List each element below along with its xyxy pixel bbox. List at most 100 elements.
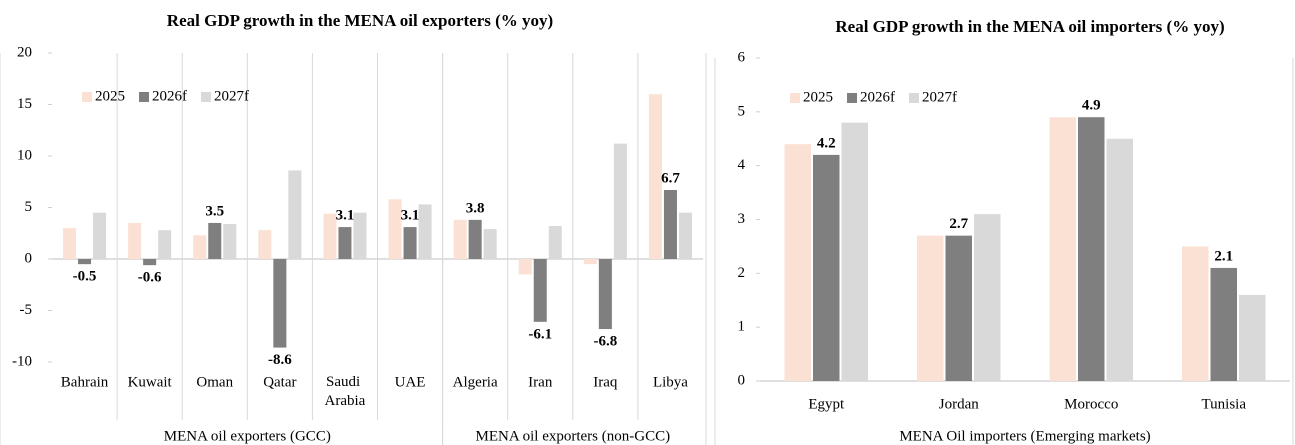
bar: [403, 227, 417, 259]
legend-swatch: [847, 93, 857, 103]
bar: [1182, 246, 1209, 381]
legend-label: 2026f: [152, 88, 187, 104]
y-tick-label: -10: [12, 353, 32, 369]
bar: [93, 212, 107, 259]
y-tick-label: 1: [738, 319, 746, 335]
bar: [288, 170, 302, 259]
legend-label: 2025: [95, 88, 125, 104]
x-tick-label: Jordan: [939, 396, 979, 412]
bar: [338, 227, 352, 259]
bar: [974, 214, 1001, 381]
bar: [1210, 267, 1237, 381]
bar: [193, 235, 207, 259]
x-tick-label: Oman: [196, 374, 233, 390]
bar: [323, 213, 337, 259]
x-tick-label: UAE: [395, 374, 426, 390]
bar: [453, 219, 467, 259]
y-tick-label: 3: [738, 211, 746, 227]
x-tick-label: Iran: [528, 374, 553, 390]
bar: [258, 230, 272, 259]
bar: [598, 259, 612, 330]
bar: [128, 222, 142, 259]
bar: [533, 259, 547, 322]
y-tick-label: 0: [25, 250, 33, 266]
bar: [1239, 294, 1266, 381]
data-label: 2.1: [1214, 248, 1233, 264]
legend-label: 2026f: [860, 89, 895, 105]
bar: [388, 199, 402, 259]
bar: [208, 222, 222, 259]
bar: [483, 229, 497, 259]
bar: [1078, 117, 1105, 381]
x-tick-label: Iraq: [593, 374, 618, 390]
data-label: 3.8: [466, 200, 485, 216]
bar: [78, 259, 92, 265]
bar: [648, 94, 662, 259]
bar: [945, 235, 972, 381]
y-tick-label: 5: [25, 199, 33, 215]
bar: [468, 219, 482, 259]
x-tick-label: Libya: [653, 374, 688, 390]
data-label: -8.6: [268, 352, 292, 368]
data-label: -0.5: [73, 269, 97, 285]
data-label: -6.8: [593, 333, 617, 349]
data-label: 4.9: [1082, 98, 1101, 114]
data-label: 2.7: [949, 216, 968, 232]
y-tick-label: 20: [17, 44, 32, 60]
y-tick-label: 6: [738, 49, 746, 65]
legend-swatch: [201, 92, 211, 102]
bar: [143, 259, 157, 266]
chart-title: Real GDP growth in the MENA oil importer…: [835, 17, 1224, 36]
group-label: MENA oil exporters (GCC): [164, 428, 331, 444]
legend-swatch: [790, 93, 800, 103]
y-tick-label: 2: [738, 265, 746, 281]
data-label: 6.7: [661, 170, 680, 186]
data-label: -6.1: [528, 326, 552, 342]
bar: [518, 259, 532, 275]
data-label: 3.5: [205, 203, 224, 219]
bar: [613, 143, 627, 259]
bar: [583, 259, 597, 265]
y-tick-label: 0: [738, 372, 746, 388]
x-tick-label: Kuwait: [128, 374, 173, 390]
x-tick-label: Qatar: [263, 374, 296, 390]
y-tick-label: 10: [17, 147, 32, 163]
bar: [1049, 117, 1076, 381]
y-tick-label: 15: [17, 96, 32, 112]
data-label: 3.1: [336, 208, 355, 224]
bar: [1106, 138, 1133, 381]
legend-label: 2027f: [214, 88, 249, 104]
bar: [841, 122, 868, 381]
bar: [273, 259, 287, 348]
y-tick-label: -5: [20, 302, 33, 318]
bar: [548, 226, 562, 259]
legend-swatch: [139, 92, 149, 102]
legend-label: 2027f: [922, 89, 957, 105]
legend-swatch: [909, 93, 919, 103]
x-tick-label: Algeria: [453, 374, 498, 390]
bar: [158, 230, 172, 259]
data-label: 4.2: [817, 135, 836, 151]
bar: [784, 144, 811, 381]
bar: [813, 154, 840, 381]
legend-swatch: [82, 92, 92, 102]
legend-label: 2025: [803, 89, 833, 105]
x-tick-label: Saudi Arabia: [325, 374, 366, 409]
bar: [663, 189, 677, 259]
group-label: MENA oil exporters (non-GCC): [476, 428, 671, 444]
chart-title: Real GDP growth in the MENA oil exporter…: [167, 11, 553, 30]
bar: [678, 212, 692, 259]
bar: [223, 223, 237, 259]
bar: [63, 228, 77, 259]
y-tick-label: 5: [738, 103, 746, 119]
bar: [418, 204, 432, 259]
bar: [353, 212, 367, 259]
group-label: MENA Oil importers (Emerging markets): [899, 428, 1150, 444]
data-label: 3.1: [401, 208, 420, 224]
bar: [917, 235, 944, 381]
x-tick-label: Tunisia: [1202, 396, 1247, 412]
x-tick-label: Bahrain: [61, 374, 109, 390]
data-label: -0.6: [138, 270, 162, 286]
x-tick-label: Egypt: [808, 396, 845, 412]
